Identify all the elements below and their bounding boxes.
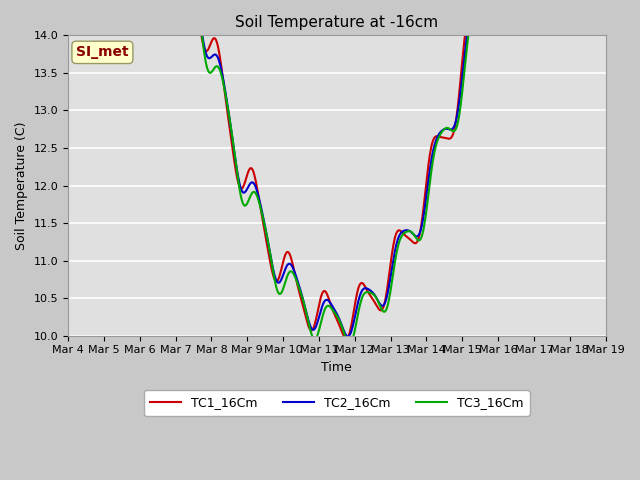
Line: TC1_16Cm: TC1_16Cm [68,0,605,339]
Line: TC3_16Cm: TC3_16Cm [68,0,605,344]
TC3_16Cm [346,341,353,347]
Text: SI_met: SI_met [76,45,129,60]
TC1_16Cm [419,214,426,220]
Y-axis label: Soil Temperature (C): Soil Temperature (C) [15,121,28,250]
Legend: TC1_16Cm, TC2_16Cm, TC3_16Cm: TC1_16Cm, TC2_16Cm, TC3_16Cm [144,390,530,416]
Title: Soil Temperature at -16cm: Soil Temperature at -16cm [236,15,438,30]
TC1_16Cm [403,234,411,240]
TC2_16Cm [419,220,426,226]
TC3_16Cm [403,229,411,235]
TC1_16Cm [342,336,350,342]
TC2_16Cm [403,228,411,233]
TC2_16Cm [344,334,351,339]
TC3_16Cm [212,63,220,69]
Line: TC2_16Cm: TC2_16Cm [68,0,605,336]
TC1_16Cm [212,37,220,43]
TC3_16Cm [419,231,426,237]
TC2_16Cm [212,52,220,58]
X-axis label: Time: Time [321,361,352,374]
